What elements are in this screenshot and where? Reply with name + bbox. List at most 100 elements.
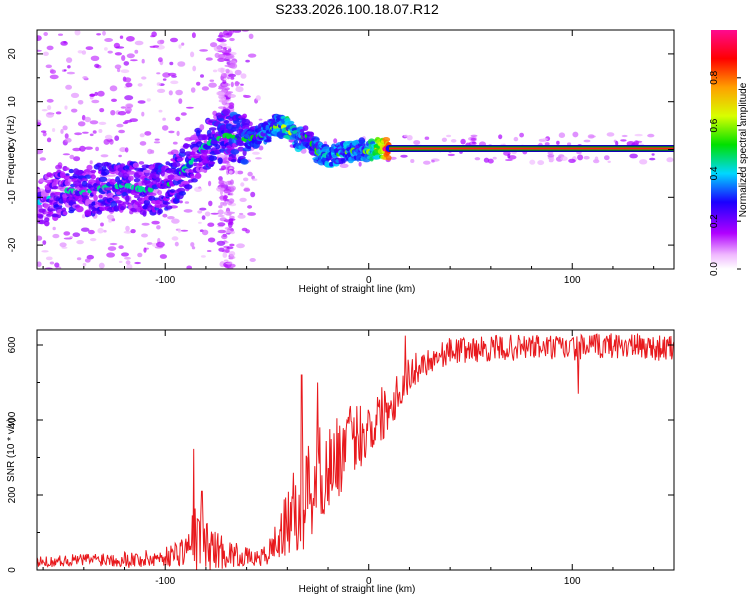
- spectrogram-noise-blob: [106, 214, 115, 220]
- spectrogram-noise-blob: [633, 140, 640, 146]
- spectrogram-ridge-blob: [154, 203, 162, 208]
- spectrogram-noise-blob: [470, 134, 478, 137]
- spectrogram-ridge-blob: [184, 184, 193, 190]
- colorbar: 0.0 0.2 0.4 0.6 0.8 Normalized spectral ampl…: [709, 30, 749, 276]
- spectrogram-noise-blob: [174, 241, 179, 247]
- spectrogram-ridge-blob: [222, 108, 231, 116]
- spectrogram-noise-blob: [82, 76, 88, 80]
- spectrogram-noise-blob: [220, 67, 225, 74]
- spectrogram-ridge-blob: [181, 181, 191, 185]
- spectrogram-noise-blob: [450, 139, 457, 143]
- spectrogram-noise-blob: [84, 146, 93, 150]
- spectrogram-noise-blob: [255, 157, 262, 160]
- spectrogram-noise-blob: [43, 32, 48, 36]
- spectrogram-ridge-blob: [120, 206, 125, 211]
- spectrogram-ridge-blob: [169, 189, 176, 193]
- spectrogram-noise-blob: [225, 262, 232, 265]
- spectrogram-noise-blob: [513, 136, 519, 142]
- spectrogram-noise-blob: [82, 262, 87, 267]
- spectrogram-noise-blob: [97, 90, 105, 97]
- spectrogram-noise-blob: [167, 72, 177, 76]
- spectrogram-noise-blob: [45, 64, 52, 69]
- snr-x-tick-label: 0: [366, 576, 372, 587]
- spectrogram-ridge-blob: [167, 174, 175, 180]
- spectrogram-ridge-blob: [90, 169, 97, 174]
- spectrogram-noise-blob: [65, 84, 72, 90]
- spectrogram-noise-blob: [175, 89, 183, 96]
- spectrogram-noise-blob: [72, 147, 82, 152]
- spectrogram-ridge-blob: [137, 204, 142, 208]
- spectrogram-noise-blob: [90, 238, 97, 242]
- spectrogram-noise-blob: [258, 118, 263, 121]
- spectrogram-noise-blob: [560, 156, 568, 162]
- spectrogram-noise-blob: [98, 262, 105, 269]
- spectrogram-noise-blob: [666, 157, 674, 163]
- spectrogram-noise-blob: [82, 131, 89, 134]
- spectrogram-ridge-blob: [86, 164, 93, 171]
- spectrogram-noise-blob: [74, 30, 81, 36]
- spectrogram-noise-blob: [240, 182, 245, 187]
- spectrogram-ridge-blob: [226, 145, 232, 149]
- spectrogram-ridge-blob: [171, 161, 181, 168]
- spectrogram-noise-blob: [125, 36, 135, 42]
- spectrogram-noise-blob: [117, 68, 121, 73]
- spectrogram-ridge-blob: [201, 134, 208, 141]
- spectrogram-noise-blob: [229, 179, 234, 185]
- spectrogram-ridge-blob: [241, 158, 248, 164]
- spectrogram-noise-blob: [220, 182, 226, 189]
- spectrogram-noise-blob: [217, 54, 226, 59]
- spectrogram-noise-blob: [221, 49, 226, 52]
- spectrogram-noise-blob: [41, 130, 47, 133]
- spectrogram-noise-blob: [406, 135, 413, 141]
- spectrogram-noise-blob: [178, 200, 183, 204]
- snr-y-tick-label: 400: [7, 411, 18, 428]
- spectrogram-noise-blob: [248, 33, 254, 39]
- spectrogram-ridge-blob: [199, 124, 205, 131]
- spectrogram-ridge-blob: [109, 178, 117, 185]
- spectrogram-ridge-blob: [385, 155, 392, 161]
- spectrogram-noise-blob: [96, 33, 101, 36]
- spectrogram-noise-blob: [67, 65, 71, 69]
- spectrogram-noise-blob: [167, 151, 174, 155]
- spectrogram-noise-blob: [162, 213, 168, 218]
- spectrogram-ridge-blob: [242, 113, 248, 119]
- spectrogram-noise-blob: [64, 133, 69, 139]
- spectrogram-noise-blob: [156, 241, 165, 248]
- spectrogram-noise-blob: [208, 82, 217, 88]
- spectrogram-ridge-blob: [237, 146, 245, 152]
- spectrogram-noise-blob: [118, 129, 125, 134]
- spectrogram-noise-blob: [37, 261, 42, 267]
- spectrogram-noise-blob: [106, 252, 115, 258]
- spectrogram-noise-blob: [47, 105, 52, 111]
- spectrogram-noise-blob: [123, 230, 133, 234]
- spectrogram-noise-blob: [210, 42, 218, 48]
- spectrogram-noise-blob: [98, 129, 103, 133]
- spectrogram-noise-blob: [227, 186, 231, 190]
- spectrogram-noise-blob: [181, 42, 185, 46]
- spectrogram-noise-blob: [212, 69, 218, 73]
- spectrogram-noise-blob: [115, 46, 125, 49]
- spectrogram-noise-blob: [228, 218, 233, 223]
- spectrogram-ridge-blob: [309, 131, 315, 137]
- spectrogram-noise-blob: [544, 142, 550, 146]
- spectrogram-noise-blob: [629, 153, 638, 159]
- spectrogram-noise-blob: [229, 230, 235, 235]
- spectrogram-ridge-blob: [47, 211, 54, 215]
- spectrogram-noise-blob: [119, 147, 127, 153]
- spectrogram-ridge-blob: [207, 133, 214, 138]
- spectrogram-noise-blob: [583, 155, 590, 160]
- spectrogram-noise-blob: [498, 134, 503, 140]
- spectrogram-noise-blob: [121, 252, 129, 257]
- spectrogram-noise-blob: [89, 133, 94, 137]
- spectrogram-ridge-blob: [125, 195, 130, 203]
- spectrogram-noise-blob: [220, 201, 224, 206]
- spectrogram-ridge-blob: [106, 192, 114, 200]
- spectrogram-noise-blob: [190, 242, 195, 247]
- spectrogram-ridge-blob: [223, 120, 230, 124]
- spectrogram-noise-blob: [42, 51, 49, 56]
- spectrogram-marks: [37, 30, 674, 269]
- spectrogram-noise-blob: [76, 257, 82, 261]
- spectrogram-noise-blob: [62, 153, 71, 156]
- spectrogram-noise-blob: [230, 63, 238, 69]
- spectrogram-noise-blob: [107, 50, 113, 54]
